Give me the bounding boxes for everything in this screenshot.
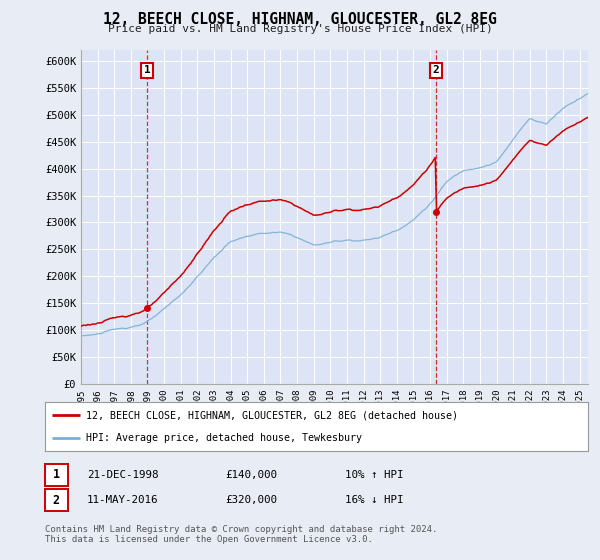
Text: 1: 1 [53, 468, 60, 482]
Text: 2: 2 [53, 493, 60, 507]
Text: HPI: Average price, detached house, Tewkesbury: HPI: Average price, detached house, Tewk… [86, 433, 362, 443]
Text: 12, BEECH CLOSE, HIGHNAM, GLOUCESTER, GL2 8EG: 12, BEECH CLOSE, HIGHNAM, GLOUCESTER, GL… [103, 12, 497, 27]
Text: 10% ↑ HPI: 10% ↑ HPI [345, 470, 404, 480]
Text: 21-DEC-1998: 21-DEC-1998 [87, 470, 158, 480]
Text: £320,000: £320,000 [225, 495, 277, 505]
Text: Contains HM Land Registry data © Crown copyright and database right 2024.
This d: Contains HM Land Registry data © Crown c… [45, 525, 437, 544]
Text: £140,000: £140,000 [225, 470, 277, 480]
Text: Price paid vs. HM Land Registry's House Price Index (HPI): Price paid vs. HM Land Registry's House … [107, 24, 493, 34]
Text: 1: 1 [143, 66, 151, 76]
Text: 12, BEECH CLOSE, HIGHNAM, GLOUCESTER, GL2 8EG (detached house): 12, BEECH CLOSE, HIGHNAM, GLOUCESTER, GL… [86, 410, 458, 421]
Text: 11-MAY-2016: 11-MAY-2016 [87, 495, 158, 505]
Text: 2: 2 [433, 66, 439, 76]
Text: 16% ↓ HPI: 16% ↓ HPI [345, 495, 404, 505]
